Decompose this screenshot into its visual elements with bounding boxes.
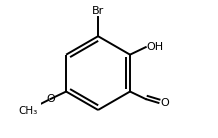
Text: OH: OH <box>146 42 164 52</box>
Text: Br: Br <box>92 6 104 16</box>
Text: O: O <box>46 94 55 104</box>
Text: O: O <box>160 98 169 108</box>
Text: CH₃: CH₃ <box>18 106 37 116</box>
